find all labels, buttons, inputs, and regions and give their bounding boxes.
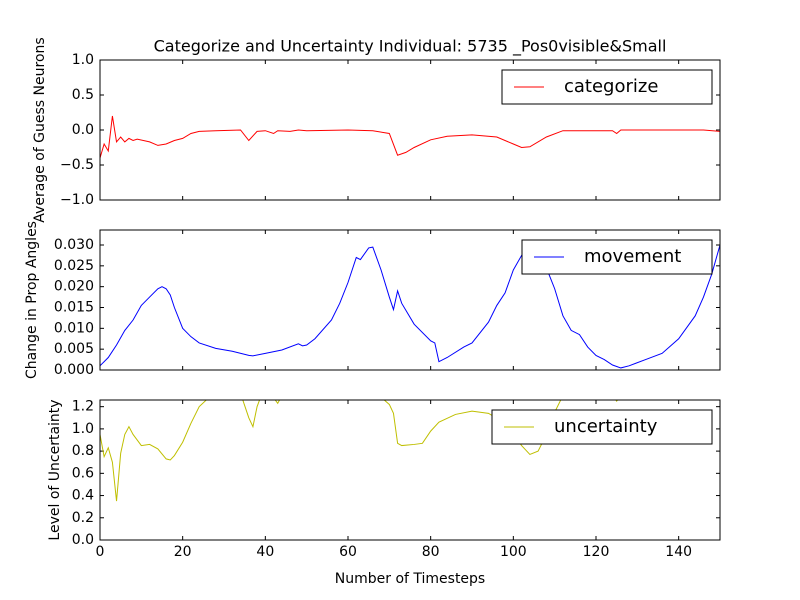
- y-tick-label: 1.2: [72, 399, 94, 415]
- y-tick-label: 0.015: [54, 300, 94, 316]
- legend: uncertainty: [491, 409, 713, 445]
- y-axis-label: Change in Prop Angles: [24, 221, 40, 379]
- y-tick-label: 0.030: [54, 237, 94, 253]
- y-axis-label: Average of Guess Neurons: [32, 37, 48, 222]
- y-tick-label: −0.5: [60, 157, 94, 173]
- legend-label: uncertainty: [554, 416, 658, 437]
- y-tick-label: 0.6: [72, 465, 94, 481]
- axes-frame: [99, 229, 721, 371]
- data-line: [100, 115, 720, 159]
- y-axis-label: Level of Uncertainty: [47, 399, 63, 540]
- x-tick-label: 20: [174, 544, 192, 560]
- legend: movement: [521, 239, 713, 275]
- y-tick-label: 1.0: [72, 421, 94, 437]
- x-tick-label: 80: [422, 544, 440, 560]
- x-axis-label: Number of Timesteps: [335, 571, 485, 587]
- chart-title: Categorize and Uncertainty Individual: 5…: [154, 37, 667, 57]
- legend-label: movement: [584, 246, 681, 267]
- x-tick-label: 120: [583, 544, 610, 560]
- y-tick-label: 0.8: [72, 443, 94, 459]
- y-tick-label: 0.010: [54, 320, 94, 336]
- axes-frame: [99, 399, 721, 541]
- y-tick-label: −1.0: [60, 192, 94, 208]
- data-line: [100, 244, 720, 369]
- y-tick-label: 0.2: [72, 510, 94, 526]
- y-tick-label: 1.0: [72, 52, 94, 68]
- y-tick-label: 0.020: [54, 279, 94, 295]
- x-tick-label: 140: [665, 544, 692, 560]
- x-tick-label: 0: [96, 544, 105, 560]
- x-tick-label: 100: [500, 544, 527, 560]
- x-tick-label: 40: [256, 544, 274, 560]
- y-tick-label: 0.0: [72, 122, 94, 138]
- y-tick-label: 0.005: [54, 341, 94, 357]
- axes-frame: [99, 59, 721, 201]
- data-line: [100, 400, 619, 502]
- y-tick-label: 0.000: [54, 362, 94, 378]
- y-tick-label: 0.5: [72, 87, 94, 103]
- legend-label: categorize: [564, 76, 658, 97]
- y-tick-label: 0.025: [54, 258, 94, 274]
- x-tick-label: 60: [339, 544, 357, 560]
- legend: categorize: [501, 69, 713, 105]
- y-tick-label: 0.4: [72, 488, 94, 504]
- y-tick-label: 0.0: [72, 532, 94, 548]
